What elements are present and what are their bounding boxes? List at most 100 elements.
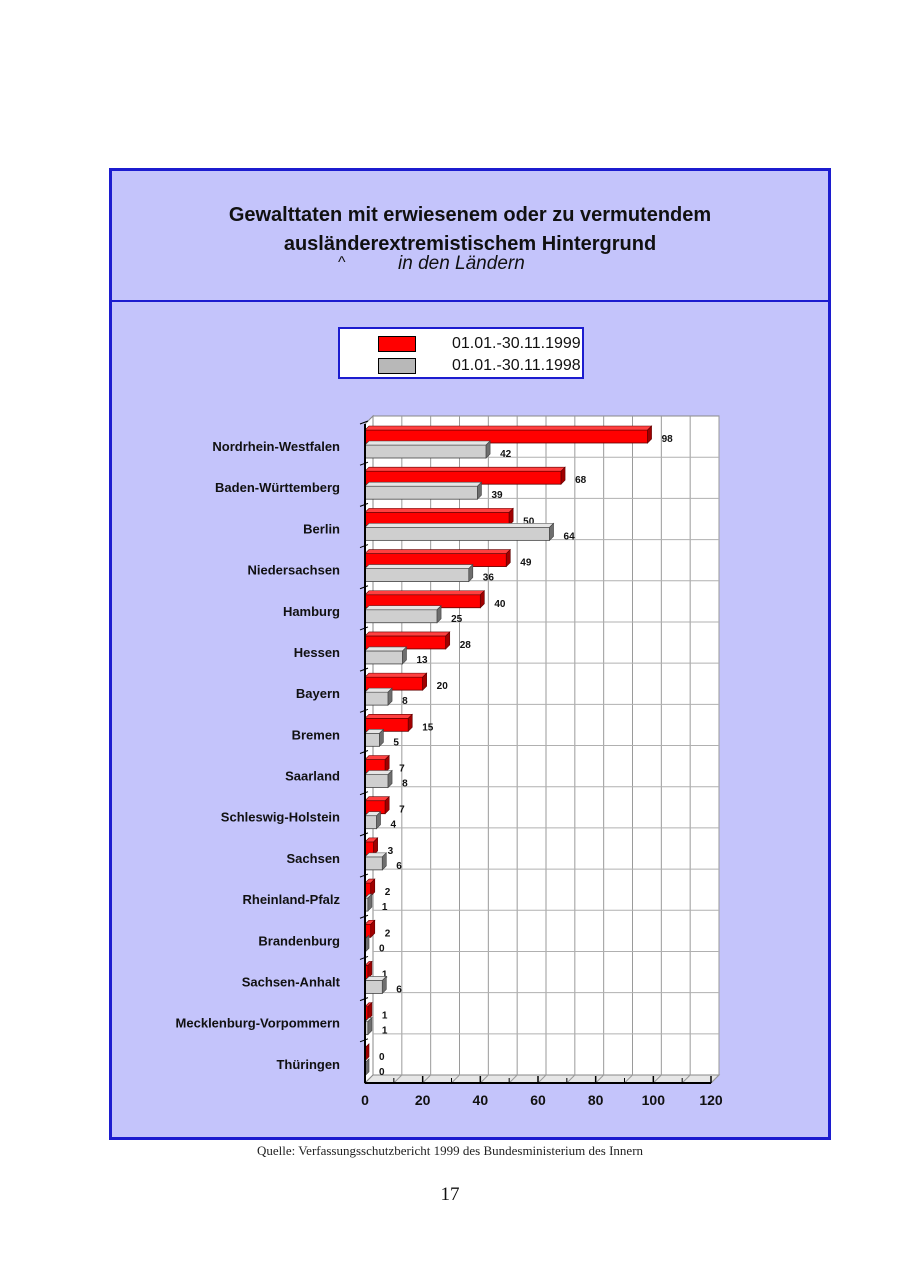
bar-sachsen-anhalt-1999-side (367, 960, 373, 980)
legend-item-1998: 01.01.-30.11.1998 (340, 355, 582, 377)
data-label-sachsen-anhalt-1999: 1 (382, 969, 388, 980)
x-tick-label-120: 120 (699, 1092, 723, 1108)
grid-line-floor (710, 1074, 720, 1084)
bar-rheinland-pfalz-1998-side (367, 893, 373, 912)
grid-line-floor (652, 1074, 662, 1084)
grid-line-floor (537, 1074, 547, 1084)
bar-saarland-1998 (364, 774, 389, 788)
bar-sachsen-anhalt-1998-side (381, 975, 387, 995)
bar-nordrhein-westfalen-1998-side (485, 440, 491, 459)
bar-bremen-1998 (364, 732, 380, 747)
category-label-saarland: Saarland (285, 769, 340, 784)
bar-nordrhein-westfalen-1998-top (364, 440, 491, 446)
data-label-baden-wurttemberg-1998: 39 (491, 490, 503, 501)
bar-rheinland-pfalz-1999-side (370, 878, 376, 897)
bar-sachsen-1998-side (381, 852, 387, 871)
bar-bayern-1998-top (364, 687, 393, 693)
category-label-sachsen: Sachsen (287, 851, 341, 866)
category-label-berlin: Berlin (303, 521, 340, 536)
bar-hamburg-1998-side (436, 605, 442, 624)
legend-item-1999: 01.01.-30.11.1999 (340, 333, 582, 355)
data-label-saarland-1999: 7 (399, 764, 405, 775)
bar-bayern-1999-top (364, 672, 428, 678)
category-label-niedersachsen: Niedersachsen (248, 563, 341, 578)
bar-saarland-1998-top (364, 770, 393, 775)
grid-line-floor (566, 1074, 576, 1084)
bar-hessen-1998 (364, 650, 403, 665)
bar-saarland-1999-side (384, 754, 390, 774)
bar-hessen-1999-side (445, 631, 451, 650)
bar-baden-wurttemberg-1998-top (364, 481, 483, 487)
title-mark: ^ (338, 254, 346, 271)
page-number: 17 (440, 1184, 460, 1205)
grid-line-floor (624, 1074, 633, 1084)
data-label-rheinland-pfalz-1999: 2 (385, 887, 391, 898)
bar-mecklenburg-vorpommern-1999-side (367, 1001, 373, 1021)
bar-berlin-1999-top (364, 508, 514, 513)
legend: 01.01.-30.11.1999 01.01.-30.11.1998 (338, 327, 584, 379)
bar-nordrhein-westfalen-1999-top (364, 425, 653, 431)
bar-mecklenburg-vorpommern-1998-side (367, 1016, 373, 1036)
legend-label-1998: 01.01.-30.11.1998 (452, 357, 581, 374)
data-label-schleswig-holstein-1998: 4 (391, 820, 397, 831)
bar-hamburg-1999-side (480, 590, 485, 609)
grid-line-floor (681, 1074, 691, 1084)
x-tick-label-80: 80 (588, 1092, 604, 1108)
grid-line-floor (508, 1074, 518, 1084)
category-label-bayern: Bayern (296, 686, 340, 701)
bar-sachsen-anhalt-1998 (364, 980, 383, 994)
category-label-mecklenburg-vorpommern: Mecklenburg-Vorpommern (176, 1016, 341, 1031)
data-label-thuringen-1998: 0 (379, 1067, 385, 1078)
data-label-niedersachsen-1999: 49 (520, 558, 532, 569)
bar-baden-wurttemberg-1998 (364, 485, 478, 500)
category-label-bremen: Bremen (292, 727, 340, 742)
data-label-nordrhein-westfalen-1999: 98 (662, 434, 674, 445)
title-area: Gewalttaten mit erwiesenem oder zu vermu… (112, 171, 828, 302)
x-tick-label-20: 20 (415, 1092, 431, 1108)
grid-line-floor (595, 1074, 605, 1084)
bar-baden-wurttemberg-1999-side (560, 466, 566, 485)
bar-schleswig-holstein-1998 (364, 815, 377, 830)
category-tick (359, 420, 369, 425)
bar-niedersachsen-1999-side (505, 548, 511, 568)
bar-baden-wurttemberg-1999-top (364, 466, 566, 472)
category-label-rheinland-pfalz: Rheinland-Pfalz (242, 892, 340, 907)
bar-hessen-1999-top (364, 631, 451, 637)
bar-baden-wurttemberg-1998-side (477, 481, 482, 500)
category-label-brandenburg: Brandenburg (258, 933, 340, 948)
category-label-sachsen-anhalt: Sachsen-Anhalt (242, 974, 341, 989)
bar-hessen-1998-side (402, 646, 407, 665)
chart-title: Gewalttaten mit erwiesenem oder zu vermu… (228, 204, 712, 255)
bar-bremen-1998-side (379, 728, 384, 748)
bar-berlin-1999-side (508, 507, 514, 527)
data-label-sachsen-1999: 3 (388, 846, 394, 857)
data-label-saarland-1998: 8 (402, 779, 408, 790)
category-label-hessen: Hessen (294, 645, 340, 660)
grid-line-floor (451, 1074, 460, 1084)
data-label-niedersachsen-1998: 36 (483, 573, 495, 584)
bar-berlin-1998-side (549, 522, 554, 542)
data-label-hessen-1998: 13 (416, 655, 428, 666)
bar-bayern-1999-side (422, 672, 427, 691)
grid-line-floor (393, 1074, 403, 1084)
category-label-hamburg: Hamburg (283, 604, 340, 619)
bar-berlin-1998-top (364, 523, 555, 528)
bar-niedersachsen-1998 (364, 568, 470, 582)
chart-subtitle: in den Ländern (398, 253, 525, 274)
grid-line-floor (422, 1074, 432, 1084)
data-label-brandenburg-1999: 2 (385, 928, 391, 939)
legend-label-1999: 01.01.-30.11.1999 (452, 335, 581, 352)
legend-swatch-1998 (378, 358, 416, 374)
data-label-hessen-1999: 28 (460, 640, 472, 651)
data-label-rheinland-pfalz-1998: 1 (382, 902, 388, 913)
data-label-nordrhein-westfalen-1998: 42 (500, 449, 512, 460)
bar-bayern-1998-side (387, 687, 393, 706)
data-label-bayern-1999: 20 (437, 681, 449, 692)
bar-nordrhein-westfalen-1999-side (647, 425, 652, 444)
data-label-baden-wurttemberg-1999: 68 (575, 475, 587, 486)
bar-hamburg-1999-top (364, 590, 486, 596)
bar-bayern-1998 (364, 691, 389, 706)
data-label-thuringen-1999: 0 (379, 1052, 385, 1063)
data-label-sachsen-1998: 6 (396, 861, 402, 872)
